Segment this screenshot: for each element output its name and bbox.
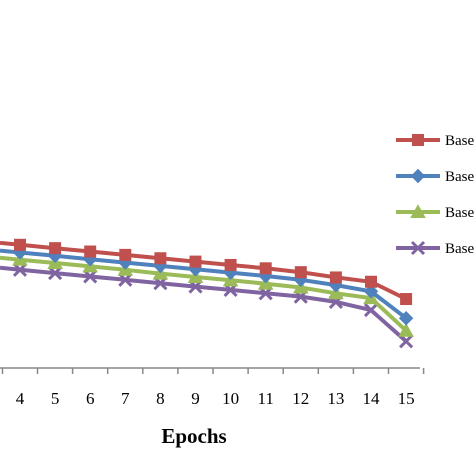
- data-point: [83, 269, 98, 284]
- x-tick-label: 11: [258, 389, 274, 408]
- data-point: [365, 275, 377, 288]
- legend-item: Base: [396, 133, 474, 149]
- data-point: [49, 242, 62, 255]
- x-tick-label: 12: [292, 389, 309, 408]
- legend-item: Base: [396, 168, 474, 185]
- data-point: [294, 266, 307, 279]
- x-tick-label: 5: [51, 389, 60, 408]
- data-point: [398, 311, 414, 326]
- legend-item: Base: [396, 204, 474, 221]
- legend-swatch-marker: [410, 204, 426, 218]
- data-point: [224, 258, 237, 271]
- data-point: [363, 303, 379, 318]
- data-point: [84, 245, 97, 258]
- data-point: [259, 262, 272, 275]
- x-tick-label: 13: [327, 389, 344, 408]
- legend-swatch-marker: [412, 134, 424, 146]
- legend-label: Base: [445, 205, 474, 221]
- legend-label: Base: [445, 133, 474, 149]
- x-tick-label: 8: [156, 389, 165, 408]
- legend-item: Base: [396, 240, 474, 257]
- data-point: [48, 266, 63, 281]
- legend-swatch-marker: [410, 168, 426, 184]
- data-point: [154, 252, 167, 265]
- x-tick-label: 4: [16, 389, 25, 408]
- series-layer: [0, 238, 414, 349]
- chart-axes: 4 5 6 7 8 9 10 11 12 13 14 15: [0, 367, 425, 408]
- x-tick-label: 9: [191, 389, 200, 408]
- x-tick-label: 6: [86, 389, 95, 408]
- data-point: [119, 248, 132, 261]
- legend-label: Base: [445, 241, 474, 257]
- data-point: [400, 293, 413, 306]
- x-tick-label: 15: [398, 389, 415, 408]
- data-point: [118, 272, 133, 287]
- data-point: [189, 255, 202, 268]
- data-point: [12, 262, 28, 277]
- data-point: [398, 322, 414, 337]
- x-tick-label: 7: [121, 389, 130, 408]
- legend: Base Base Base Base: [396, 133, 474, 257]
- data-point: [14, 238, 26, 251]
- legend-swatch-marker: [410, 240, 426, 256]
- data-point: [328, 285, 344, 300]
- data-point: [399, 334, 414, 349]
- series-2: [0, 245, 414, 326]
- legend-label: Base: [445, 169, 474, 185]
- x-tick-label: 14: [363, 389, 381, 408]
- series-4: [0, 262, 414, 349]
- data-point: [329, 271, 342, 284]
- data-point: [188, 262, 203, 277]
- series-1: [0, 238, 413, 306]
- x-tick-label: 10: [222, 389, 239, 408]
- x-axis-title: Epochs: [161, 424, 226, 448]
